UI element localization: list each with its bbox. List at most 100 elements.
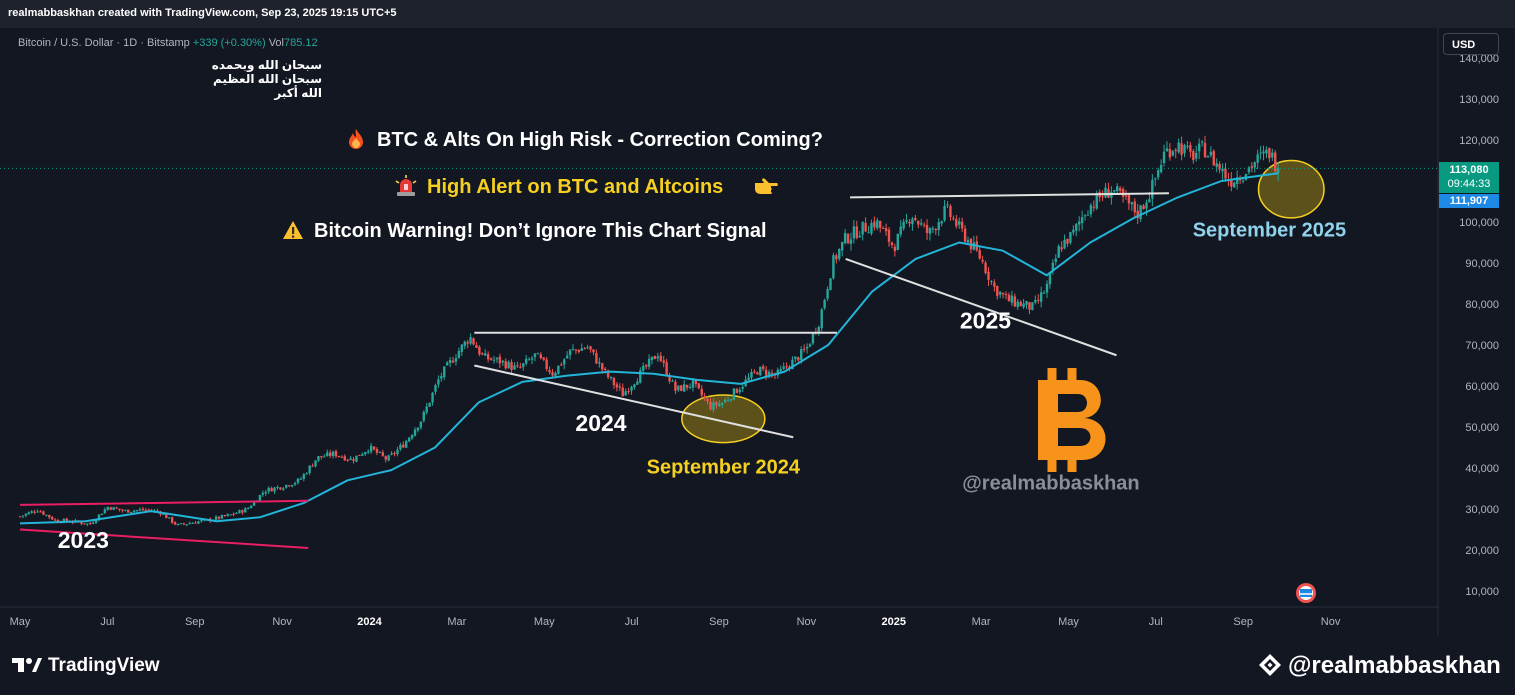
- candle-body: [454, 358, 458, 362]
- candle-body: [849, 239, 853, 244]
- candle-body: [958, 221, 961, 225]
- candle-body: [697, 383, 701, 389]
- candle-body: [1016, 301, 1019, 308]
- candle-body: [124, 510, 127, 512]
- candle-body: [1133, 201, 1136, 213]
- candle-body: [249, 505, 253, 509]
- candle-body: [1080, 217, 1084, 224]
- candle-body: [200, 520, 203, 522]
- candle-body: [703, 395, 706, 399]
- candle-body: [56, 519, 60, 522]
- candle-body: [522, 363, 525, 367]
- candle-body: [1171, 151, 1175, 156]
- moving-average-series: [19, 172, 1279, 525]
- candle-body: [33, 511, 36, 513]
- price-axis-label: 80,000: [1465, 299, 1499, 311]
- currency-button[interactable]: USD: [1443, 33, 1499, 55]
- price-axis-label: 90,000: [1465, 258, 1499, 270]
- candle-body: [1151, 180, 1154, 199]
- candle-body: [966, 240, 970, 243]
- candle-body: [873, 221, 876, 228]
- time-axis-label: Jul: [625, 616, 639, 628]
- candle-body: [840, 241, 844, 251]
- candle-body: [369, 445, 373, 452]
- candle-body: [1001, 293, 1005, 295]
- candle-body: [21, 515, 25, 517]
- candle-body: [797, 357, 800, 361]
- candle-body: [636, 381, 639, 385]
- candle-body: [919, 223, 923, 225]
- candle-body: [1209, 151, 1213, 156]
- candle-body: [1010, 295, 1014, 303]
- candle-body: [349, 458, 352, 461]
- candle-body: [583, 348, 586, 350]
- tradingview-logo[interactable]: TradingView: [12, 655, 160, 677]
- candle-body: [984, 262, 987, 274]
- candle-body: [943, 205, 946, 221]
- candle-body: [1218, 163, 1221, 170]
- candle-body: [138, 509, 142, 511]
- candle-body: [864, 222, 867, 232]
- candle-body: [1256, 154, 1259, 163]
- candle-body: [653, 356, 657, 360]
- siren-icon: [395, 175, 417, 196]
- candle-body: [89, 523, 92, 525]
- candle-body: [802, 348, 806, 350]
- candle-body: [466, 342, 469, 344]
- candle-body: [715, 402, 718, 406]
- candle-body: [317, 456, 320, 461]
- candle-body: [1077, 221, 1081, 225]
- candle-body: [963, 228, 967, 242]
- candle-body: [1212, 150, 1215, 166]
- candle-body: [694, 380, 698, 384]
- binance-icon: [1259, 654, 1281, 676]
- time-axis-label: Jul: [100, 616, 114, 628]
- candle-body: [1048, 272, 1052, 285]
- candle-body: [639, 370, 642, 383]
- candle-body: [601, 363, 604, 370]
- candle-body: [296, 478, 300, 483]
- candle-body: [375, 448, 379, 453]
- candle-body: [469, 337, 472, 344]
- candle-body: [642, 365, 645, 371]
- candle-body: [504, 361, 507, 369]
- candle-body: [247, 508, 250, 510]
- candle-body: [1145, 202, 1148, 209]
- candle-body: [706, 399, 709, 402]
- candle-body: [1013, 296, 1017, 307]
- candle-body: [62, 518, 66, 523]
- candle-body: [893, 246, 897, 252]
- candle-body: [1037, 299, 1040, 301]
- chart-pane[interactable]: [0, 28, 1515, 635]
- candle-body: [343, 456, 346, 461]
- candle-body: [402, 444, 405, 448]
- price-chart[interactable]: 10,000 20,000 30,000 40,000 50,000 60,000 70,0…: [0, 0, 1515, 635]
- candle-body: [606, 370, 610, 378]
- candle-body: [671, 380, 674, 382]
- candle-body: [112, 507, 115, 511]
- candle-body: [998, 291, 1002, 295]
- fire-icon: [349, 129, 363, 149]
- candle-body: [770, 372, 774, 374]
- candle-body: [273, 487, 276, 492]
- candle-body: [258, 494, 262, 502]
- candle-body: [1136, 210, 1139, 219]
- candle-body: [668, 375, 671, 382]
- candle-body: [168, 517, 171, 519]
- candle-body: [1200, 141, 1204, 143]
- candle-body: [103, 509, 107, 514]
- symbol-info[interactable]: Bitcoin / U.S. Dollar · 1D · Bitstamp +3…: [18, 37, 318, 49]
- candle-body: [1092, 206, 1096, 208]
- chart-annotation: September 2024: [647, 456, 801, 478]
- candle-body: [551, 372, 554, 376]
- candle-body: [530, 358, 534, 360]
- headline-text: BTC & Alts On High Risk - Correction Com…: [377, 129, 823, 151]
- candle-body: [533, 353, 537, 358]
- candle-body: [223, 515, 227, 517]
- last-price-value: 113,080: [1449, 164, 1489, 176]
- candle-body: [83, 523, 86, 525]
- trendline: [474, 364, 794, 439]
- candle-body: [1197, 143, 1201, 152]
- candle-body: [516, 365, 519, 367]
- chart-annotation: @realmabbaskhan: [962, 472, 1139, 494]
